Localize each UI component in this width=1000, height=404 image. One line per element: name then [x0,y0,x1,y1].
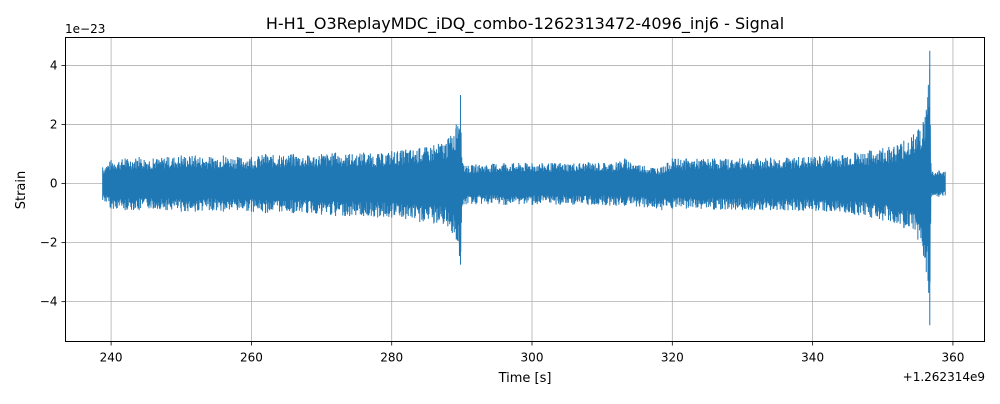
y-tick-label: −4 [40,295,58,309]
chart-title: H-H1_O3ReplayMDC_iDQ_combo-1262313472-40… [266,14,784,34]
y-tick-label: 0 [50,177,58,191]
x-tick-label: 320 [661,351,684,365]
y-tick-label: −2 [40,236,58,250]
signal-series [102,50,946,326]
y-tick-label: 4 [50,59,58,73]
signal-line [102,50,946,326]
x-tick-label: 300 [521,351,544,365]
plot-frame [65,37,985,342]
x-tick-label: 360 [941,351,964,365]
x-axis-ticks: 240 260 280 300 320 340 360 [100,341,964,365]
x-tick-label: 280 [380,351,403,365]
y-tick-label: 2 [50,118,58,132]
x-tick-label: 240 [100,351,123,365]
x-tick-label: 340 [801,351,824,365]
y-axis-ticks: −4 −2 0 2 4 [40,59,66,309]
x-tick-label: 260 [240,351,263,365]
y-scale-label: 1e−23 [65,22,105,36]
x-offset-label: +1.262314e9 [903,370,985,384]
y-axis-label: Strain [14,171,29,210]
x-axis-label: Time [s] [498,371,552,386]
